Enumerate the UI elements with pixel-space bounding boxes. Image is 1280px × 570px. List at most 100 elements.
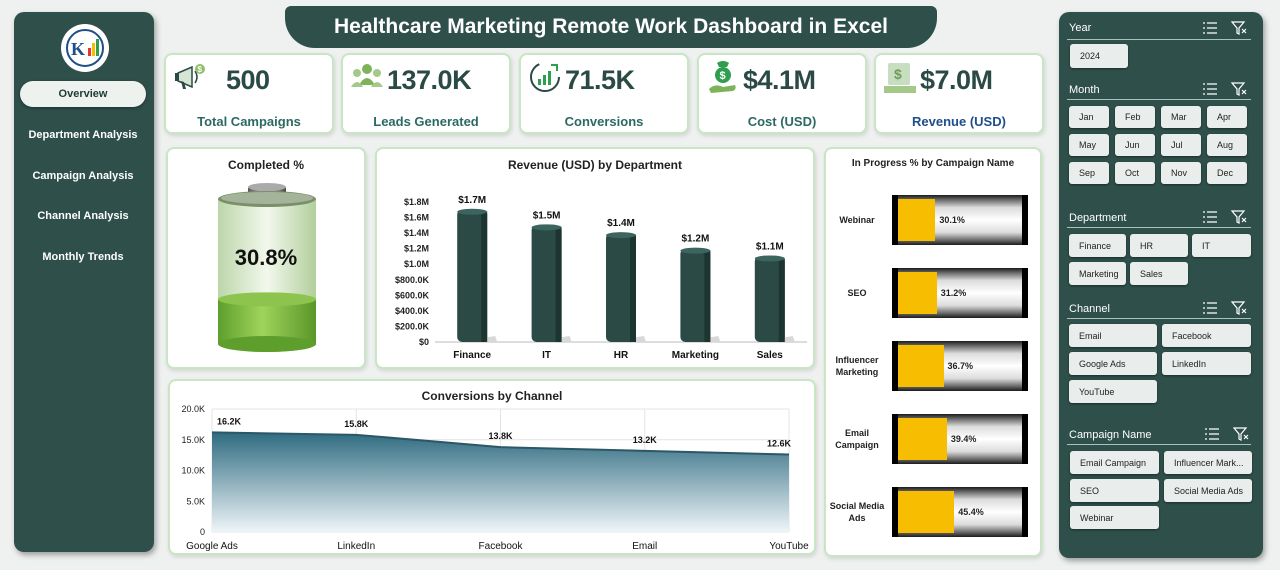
channel-chip[interactable]: Email: [1069, 324, 1157, 347]
campaign-chip[interactable]: Email Campaign: [1070, 451, 1159, 474]
filter-panel: Year 2024 Month Jan Feb Mar Apr May Jun Jul Aug…: [1059, 12, 1263, 558]
progress-value: 31.2%: [940, 288, 967, 298]
clear-filter-icon[interactable]: [1231, 301, 1247, 315]
y-tick-label: $1.2M: [404, 244, 429, 254]
campaign-chip[interactable]: Webinar: [1070, 506, 1159, 529]
progress-bar-fill: [898, 199, 936, 241]
channel-chip[interactable]: Google Ads: [1069, 352, 1157, 375]
month-chip[interactable]: Apr: [1207, 106, 1247, 128]
department-chip[interactable]: Finance: [1069, 234, 1126, 257]
campaign-label: Influencer Marketing: [835, 355, 879, 377]
point-data-label: 16.2K: [217, 416, 242, 426]
in-progress-panel: In Progress % by Campaign Name Webinar 30…: [824, 147, 1042, 557]
department-chip[interactable]: Marketing: [1069, 262, 1126, 285]
kpi-value: 137.0K: [387, 65, 472, 95]
nav-overview[interactable]: Overview: [20, 81, 146, 107]
bar-data-label: $1.1M: [756, 241, 784, 252]
multi-select-icon[interactable]: [1202, 82, 1218, 96]
battery-fill: [218, 292, 316, 352]
nav-department-analysis[interactable]: Department Analysis: [28, 129, 138, 141]
progress-value: 30.1%: [939, 215, 965, 225]
nav-campaign-analysis[interactable]: Campaign Analysis: [32, 170, 134, 182]
bar-data-label: $1.5M: [533, 210, 561, 221]
multi-select-icon[interactable]: [1204, 427, 1220, 441]
bar-marketing: [680, 247, 721, 342]
campaign-chip[interactable]: Social Media Ads: [1164, 479, 1252, 502]
y-tick-label: $1.8M: [404, 197, 429, 207]
month-chip[interactable]: Nov: [1161, 162, 1201, 184]
y-tick-label: 10.0K: [181, 466, 205, 476]
kpi-leads-generated: 137.0K Leads Generated: [341, 53, 511, 134]
logo-icon: K: [66, 29, 104, 67]
svg-text:$: $: [198, 65, 203, 74]
y-tick-label: $600.0K: [395, 290, 430, 300]
year-slicer-title: Year: [1069, 22, 1092, 34]
month-chip[interactable]: Mar: [1161, 106, 1201, 128]
kpi-label: Conversions: [564, 114, 644, 129]
bar-data-label: $1.7M: [458, 195, 486, 206]
bar-data-label: $1.2M: [682, 234, 710, 245]
multi-select-icon[interactable]: [1202, 21, 1218, 35]
progress-value: 39.4%: [950, 434, 977, 444]
department-slicer-divider: [1067, 227, 1251, 228]
campaign-label: Email Campaign: [835, 428, 879, 450]
month-chip[interactable]: Feb: [1115, 106, 1155, 128]
month-chip[interactable]: Oct: [1115, 162, 1155, 184]
department-chip[interactable]: Sales: [1130, 262, 1188, 285]
revenue-icon: $: [884, 63, 916, 93]
battery-gauge: [218, 183, 316, 352]
y-tick-label: $1.6M: [404, 213, 429, 223]
megaphone-icon: $: [175, 64, 205, 89]
x-tick-label: Finance: [453, 350, 491, 361]
x-tick-label: Facebook: [479, 541, 524, 552]
conversions-by-channel-panel: Conversions by Channel 20.0K 15.0K 10.0K 5.…: [168, 379, 816, 555]
y-tick-label: $200.0K: [395, 321, 430, 331]
progress-bar: 30.1%: [892, 195, 1028, 245]
channel-slicer-divider: [1067, 318, 1251, 319]
point-data-label: 13.8K: [488, 431, 513, 441]
month-chip[interactable]: Aug: [1207, 134, 1247, 156]
department-chip[interactable]: IT: [1192, 234, 1251, 257]
clear-filter-icon[interactable]: [1231, 21, 1247, 35]
company-logo: K: [61, 24, 109, 72]
month-chip[interactable]: Jun: [1115, 134, 1155, 156]
clear-filter-icon[interactable]: [1231, 82, 1247, 96]
growth-chart-icon: [530, 62, 560, 92]
revenue-chart-title: Revenue (USD) by Department: [507, 158, 683, 172]
campaign-chip[interactable]: SEO: [1070, 479, 1159, 502]
month-chip[interactable]: Jan: [1069, 106, 1109, 128]
nav-channel-analysis[interactable]: Channel Analysis: [37, 210, 129, 222]
kpi-conversions: 71.5K Conversions: [519, 53, 689, 134]
clear-filter-icon[interactable]: [1233, 427, 1249, 441]
channel-chip[interactable]: Facebook: [1162, 324, 1251, 347]
point-data-label: 15.8K: [344, 419, 369, 429]
month-chip[interactable]: Dec: [1207, 162, 1247, 184]
clear-filter-icon[interactable]: [1231, 210, 1247, 224]
month-chip[interactable]: Jul: [1161, 134, 1201, 156]
year-chip[interactable]: 2024: [1070, 44, 1128, 68]
channel-chip[interactable]: YouTube: [1069, 380, 1157, 403]
kpi-total-campaigns: $ 500 Total Campaigns: [164, 53, 334, 134]
month-slicer-title: Month: [1069, 84, 1100, 96]
y-tick-label: $0: [419, 337, 429, 347]
revenue-by-department-panel: Revenue (USD) by Department $1.8M $1.6M $1…: [375, 147, 815, 369]
svg-text:K: K: [71, 39, 85, 59]
campaign-chip[interactable]: Influencer Mark...: [1164, 451, 1252, 474]
kpi-label: Revenue (USD): [912, 114, 1006, 129]
multi-select-icon[interactable]: [1202, 301, 1218, 315]
x-tick-label: HR: [614, 350, 629, 361]
completed-panel: Completed % 30.8%: [166, 147, 366, 369]
kpi-revenue: $ $7.0M Revenue (USD): [874, 53, 1044, 134]
y-tick-label: $400.0K: [395, 306, 430, 316]
x-tick-label: Google Ads: [186, 541, 238, 552]
month-chip[interactable]: Sep: [1069, 162, 1109, 184]
nav-monthly-trends[interactable]: Monthly Trends: [42, 251, 124, 263]
month-chip[interactable]: May: [1069, 134, 1109, 156]
x-tick-label: LinkedIn: [337, 541, 375, 552]
campaign-label: Webinar: [839, 215, 875, 225]
kpi-label: Leads Generated: [373, 114, 479, 129]
department-chip[interactable]: HR: [1130, 234, 1188, 257]
kpi-label: Total Campaigns: [197, 114, 301, 129]
channel-chip[interactable]: LinkedIn: [1162, 352, 1251, 375]
multi-select-icon[interactable]: [1202, 210, 1218, 224]
